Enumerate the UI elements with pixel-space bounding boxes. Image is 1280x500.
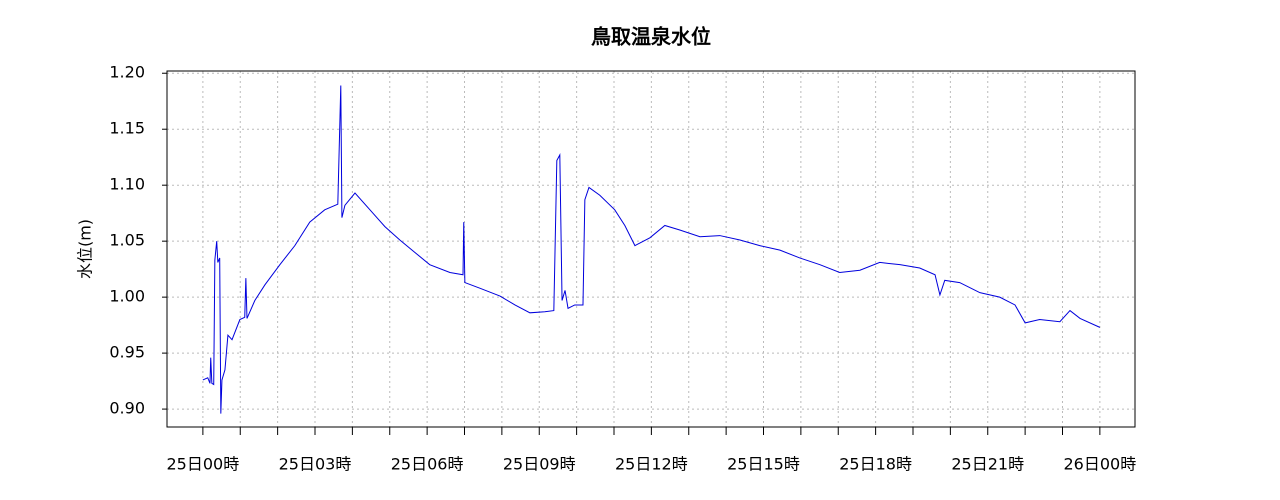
x-tick-label: 25日00時 xyxy=(167,455,240,474)
x-tick-label: 25日15時 xyxy=(727,455,800,474)
data-line xyxy=(202,85,1101,414)
x-tick-label: 25日03時 xyxy=(279,455,352,474)
y-tick-label: 0.90 xyxy=(109,399,145,418)
y-tick-label: 1.15 xyxy=(109,119,145,138)
y-tick-label: 1.10 xyxy=(109,175,145,194)
x-tick-label: 25日21時 xyxy=(951,455,1024,474)
y-tick-label: 1.00 xyxy=(109,287,145,306)
chart-title: 鳥取温泉水位 xyxy=(591,25,711,49)
plot-frame xyxy=(166,70,1136,428)
x-tick-label: 25日09時 xyxy=(503,455,576,474)
y-tick-label: 1.20 xyxy=(109,63,145,82)
x-tick-label: 26日00時 xyxy=(1064,455,1137,474)
y-axis-label: 水位(m) xyxy=(76,219,95,279)
x-tick-label: 25日12時 xyxy=(615,455,688,474)
x-tick-label: 25日18時 xyxy=(839,455,912,474)
y-tick-label: 1.05 xyxy=(109,231,145,250)
y-tick-label: 0.95 xyxy=(109,343,145,362)
x-tick-label: 25日06時 xyxy=(391,455,464,474)
